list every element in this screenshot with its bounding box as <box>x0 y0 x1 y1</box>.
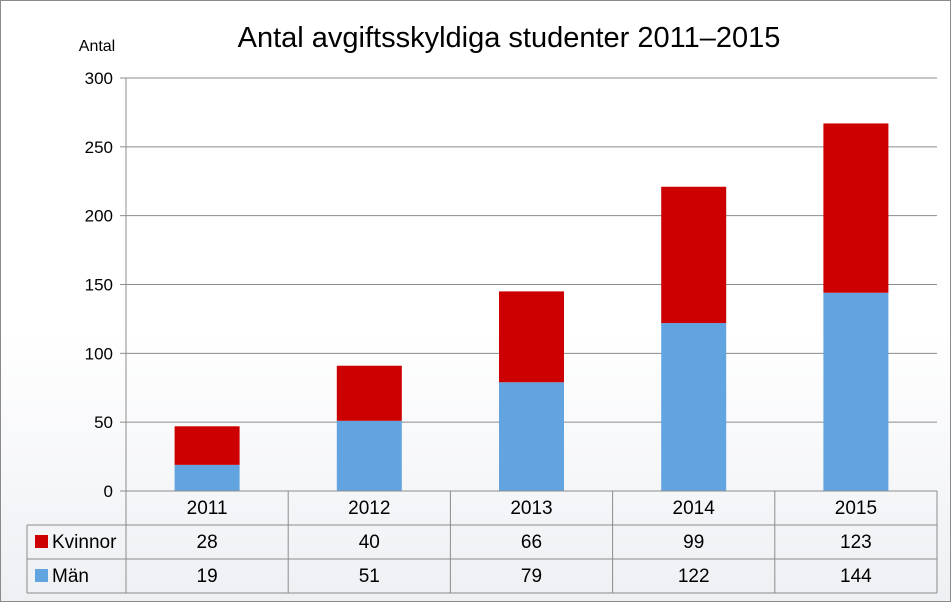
table-value: 122 <box>678 566 710 587</box>
bar-kvinnor-2015 <box>823 123 889 293</box>
bar-mn-2015 <box>823 292 889 491</box>
legend-label: Kvinnor <box>52 532 117 553</box>
table-value: 19 <box>197 566 218 587</box>
bar-mn-2014 <box>661 323 727 491</box>
x-category-label: 2015 <box>835 498 877 519</box>
bar-kvinnor-2011 <box>174 426 240 465</box>
gridlines <box>120 77 937 492</box>
table-value: 79 <box>521 566 542 587</box>
y-tick-label: 200 <box>85 207 113 226</box>
legend-label: Män <box>52 566 89 587</box>
legend-key <box>35 535 48 548</box>
bar-mn-2013 <box>499 382 564 491</box>
bar-kvinnor-2012 <box>336 365 402 421</box>
table-value: 66 <box>521 532 542 553</box>
bars <box>174 123 889 491</box>
table-value: 99 <box>683 532 704 553</box>
table-value: 28 <box>197 532 218 553</box>
legend-key <box>35 569 48 582</box>
bar-kvinnor-2014 <box>661 186 727 324</box>
table-value: 123 <box>840 532 872 553</box>
chart-title: Antal avgiftsskyldiga studenter 2011–201… <box>238 22 781 54</box>
y-tick-label: 250 <box>85 138 113 157</box>
y-axis-ticks: 0 50 100 150 200 250 300 <box>85 69 113 501</box>
x-category-label: 2011 <box>187 498 228 519</box>
y-tick-label: 50 <box>94 413 113 432</box>
y-tick-label: 0 <box>104 482 113 501</box>
x-category-label: 2012 <box>348 498 390 519</box>
bar-mn-2011 <box>174 464 240 491</box>
table-value: 144 <box>840 566 872 587</box>
x-category-label: 2014 <box>673 498 716 519</box>
data-table: 2011 2012 2013 2014 2015 Kvinnor 28 40 66 99 123 Mä… <box>26 490 938 594</box>
y-tick-label: 300 <box>85 69 113 88</box>
table-value: 51 <box>359 566 380 587</box>
y-axis-label: Antal <box>79 38 115 55</box>
bar-mn-2012 <box>336 420 402 491</box>
y-tick-label: 150 <box>85 276 113 295</box>
bar-kvinnor-2013 <box>499 291 564 383</box>
table-value: 40 <box>359 532 380 553</box>
y-tick-label: 100 <box>85 344 113 363</box>
x-category-label: 2013 <box>510 498 552 519</box>
